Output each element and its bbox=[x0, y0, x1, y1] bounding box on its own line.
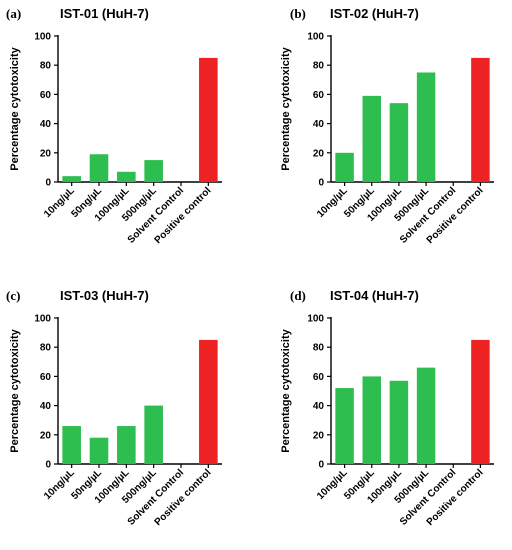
y-tick-label: 0 bbox=[318, 460, 324, 471]
chart-panel-3: (c) IST-03 (HuH-7) Percentage cytotoxicity… bbox=[6, 288, 222, 528]
y-axis-label: Percentage cytotoxicity bbox=[280, 46, 292, 170]
bar-3 bbox=[389, 380, 409, 464]
y-tick-label: 40 bbox=[313, 119, 325, 130]
y-axis-label: Percentage cytotoxicity bbox=[280, 328, 292, 452]
chart-panel-4: (d) IST-04 (HuH-7) Percentage cytotoxicity… bbox=[280, 288, 494, 528]
panel-label: (b) bbox=[290, 6, 306, 21]
y-tick-label: 80 bbox=[313, 61, 325, 72]
chart-title: IST-04 (HuH-7) bbox=[330, 288, 419, 303]
y-axis-label: Percentage cytotoxicity bbox=[9, 46, 21, 170]
y-tick-label: 40 bbox=[40, 401, 52, 412]
panel-label: (a) bbox=[6, 6, 21, 21]
y-tick-label: 80 bbox=[40, 343, 52, 354]
y-tick-label: 80 bbox=[313, 343, 325, 354]
y-tick-label: 0 bbox=[45, 178, 51, 189]
bar-4 bbox=[144, 405, 163, 464]
bar-3 bbox=[389, 103, 409, 182]
panel-label: (d) bbox=[290, 288, 306, 303]
bar-6 bbox=[471, 339, 490, 464]
y-tick-label: 0 bbox=[45, 460, 51, 471]
y-tick-label: 80 bbox=[40, 61, 52, 72]
bar-6 bbox=[199, 57, 218, 182]
y-tick-label: 0 bbox=[318, 178, 324, 189]
y-tick-label: 20 bbox=[40, 148, 52, 159]
chart-panel-1: (a) IST-01 (HuH-7) Percentage cytotoxicity… bbox=[6, 6, 222, 246]
y-tick-label: 60 bbox=[40, 372, 52, 383]
chart-title: IST-03 (HuH-7) bbox=[60, 288, 149, 303]
bar-6 bbox=[471, 57, 490, 182]
bar-4 bbox=[144, 160, 163, 182]
bar-1 bbox=[62, 426, 81, 464]
y-tick-label: 100 bbox=[307, 32, 324, 43]
panel-label: (c) bbox=[6, 288, 20, 303]
bar-2 bbox=[89, 154, 109, 182]
y-tick-label: 100 bbox=[307, 314, 324, 325]
bar-2 bbox=[362, 376, 381, 464]
bar-4 bbox=[416, 72, 436, 182]
y-tick-label: 40 bbox=[40, 119, 52, 130]
chart-title: IST-02 (HuH-7) bbox=[330, 6, 419, 21]
y-tick-label: 60 bbox=[313, 90, 325, 101]
y-tick-label: 60 bbox=[313, 372, 325, 383]
bar-6 bbox=[199, 339, 218, 464]
bar-1 bbox=[335, 388, 354, 464]
y-tick-label: 100 bbox=[34, 314, 51, 325]
chart-panel-2: (b) IST-02 (HuH-7) Percentage cytotoxicity… bbox=[280, 6, 494, 246]
bar-1 bbox=[335, 152, 354, 182]
bar-1 bbox=[62, 176, 81, 182]
y-tick-label: 60 bbox=[40, 90, 52, 101]
bar-3 bbox=[117, 426, 136, 464]
bar-4 bbox=[416, 367, 436, 464]
y-axis-label: Percentage cytotoxicity bbox=[9, 328, 21, 452]
y-tick-label: 40 bbox=[313, 401, 325, 412]
y-tick-label: 100 bbox=[34, 32, 51, 43]
bar-2 bbox=[362, 95, 381, 182]
bar-3 bbox=[117, 171, 136, 182]
y-tick-label: 20 bbox=[313, 430, 325, 441]
y-tick-label: 20 bbox=[313, 148, 325, 159]
y-tick-label: 20 bbox=[40, 430, 52, 441]
bar-2 bbox=[89, 437, 109, 464]
chart-title: IST-01 (HuH-7) bbox=[60, 6, 149, 21]
